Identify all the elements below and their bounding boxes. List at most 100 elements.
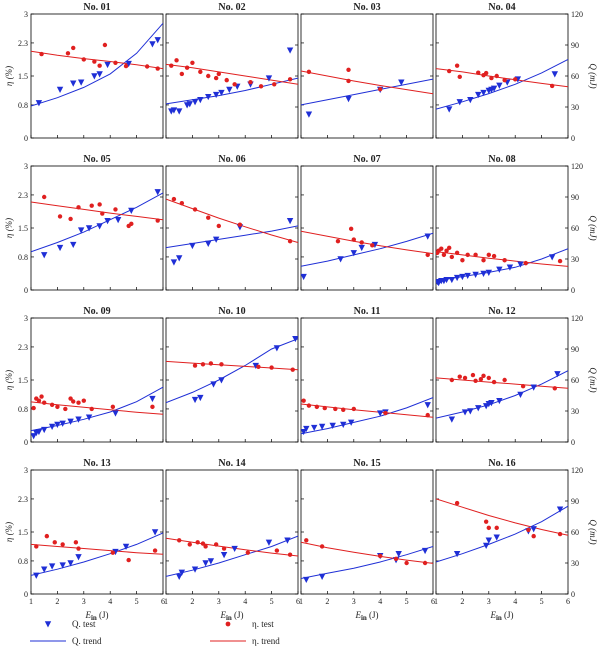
eta-test-point: [208, 361, 214, 366]
q-test-point: [128, 207, 135, 214]
eta-test-point: [195, 540, 200, 545]
q-test-point: [377, 410, 384, 417]
eta-test-point: [89, 203, 94, 208]
q-test-point: [114, 217, 122, 224]
eta-test-point: [71, 45, 76, 51]
q-trend-line: [166, 225, 298, 249]
eta-trend-line: [31, 543, 163, 555]
y-axis-label-left: η (%): [4, 370, 14, 390]
q-test-point: [286, 218, 294, 225]
eta-trend-line: [436, 68, 568, 88]
eta-test-point: [272, 82, 277, 87]
q-trend-line: [31, 192, 163, 253]
y-tick-label-right: 120: [571, 466, 583, 475]
y-tick-label-right: 30: [571, 103, 579, 112]
eta-test-point: [460, 258, 465, 263]
x-axis-label-subscript: in: [496, 614, 502, 622]
y-axis-label-right: Q (mJ): [588, 367, 598, 392]
eta-test-point: [439, 246, 444, 251]
y-tick-label-right: 90: [571, 193, 579, 202]
y-tick-label-right: 60: [571, 224, 579, 233]
q-test-point: [191, 566, 199, 573]
q-test-point: [424, 402, 431, 409]
eta-test-point: [150, 404, 155, 410]
chart-panel-12: No. 12 0 30 60 90 120 Q (mJ): [435, 306, 598, 447]
eta-test-point: [44, 533, 50, 539]
x-axis-label: Ein (J): [84, 610, 108, 622]
y-tick-label-left: 3: [24, 466, 28, 475]
q-test-point: [202, 560, 209, 567]
q-test-point: [191, 396, 199, 404]
eta-test-point: [454, 500, 460, 506]
plot-frame: [30, 469, 164, 595]
eta-test-point: [36, 398, 42, 403]
eta-test-point: [187, 542, 192, 547]
y-tick-label-right: 0: [571, 286, 575, 295]
q-test-point: [467, 97, 474, 104]
plot-area: [436, 245, 568, 287]
eta-test-point: [192, 363, 198, 368]
eta-test-point: [113, 60, 118, 65]
plot-area: [166, 196, 298, 266]
eta-test-point: [39, 394, 44, 399]
x-tick-label: 3: [82, 597, 86, 606]
q-test-point: [303, 425, 310, 433]
x-tick-label: 4: [513, 597, 517, 606]
legend-label: Q. trend: [72, 636, 102, 646]
eta-test-point: [42, 400, 47, 405]
q-test-point: [548, 254, 556, 261]
q-test-point: [151, 529, 159, 536]
q-test-point: [265, 539, 273, 546]
legend-label: η. test: [252, 619, 274, 629]
chart-panel-13: No. 13 1 2 3 4 5 6 0 0.8 1.5 2.3 3 η (%) Ein (J): [4, 458, 165, 622]
eta-test-point: [216, 223, 221, 229]
eta-test-point: [245, 550, 251, 555]
q-test-point: [303, 576, 310, 584]
q-test-point: [488, 400, 495, 407]
q-test-point: [424, 233, 431, 240]
q-test-point: [530, 526, 537, 533]
q-test-point: [329, 422, 336, 429]
panel-title: No. 05: [83, 154, 110, 165]
eta-test-point: [552, 386, 557, 391]
eta-test-point: [97, 202, 102, 207]
q-test-point: [85, 225, 93, 232]
eta-test-point: [304, 538, 309, 543]
panel-title: No. 02: [218, 2, 245, 13]
eta-test-point: [49, 402, 55, 407]
q-test-point: [421, 547, 429, 555]
eta-test-point: [100, 211, 105, 216]
q-trend-line: [31, 22, 163, 107]
eta-test-point: [206, 73, 211, 79]
q-test-point: [318, 423, 326, 431]
q-test-point: [292, 335, 298, 343]
eta-test-point: [319, 544, 325, 549]
eta-test-point: [123, 63, 129, 69]
eta-test-point: [346, 67, 351, 73]
eta-test-point: [287, 552, 293, 557]
eta-test-point: [216, 71, 221, 77]
q-test-point: [191, 99, 199, 106]
eta-test-point: [190, 60, 195, 65]
x-tick-label: 6: [161, 597, 165, 606]
q-test-point: [210, 381, 217, 388]
x-tick-label: 6: [296, 597, 300, 606]
q-test-point: [59, 420, 66, 427]
q-test-point: [265, 75, 273, 82]
y-tick-label-right: 90: [571, 41, 579, 50]
x-axis-label-unit: (J): [502, 610, 514, 620]
eta-test-point: [144, 64, 150, 69]
legend-label: η. trend: [252, 636, 280, 646]
q-test-point: [35, 428, 43, 436]
eta-test-point: [481, 258, 486, 263]
eta-test-point: [449, 377, 455, 383]
eta-test-point: [89, 406, 94, 412]
eta-trend-line: [301, 230, 433, 255]
q-trend-line: [301, 546, 433, 579]
panel-title: No. 11: [354, 306, 381, 317]
eta-trend-line: [31, 201, 163, 221]
eta-test-point: [237, 222, 243, 227]
eta-test-point: [76, 546, 81, 551]
eta-test-point: [76, 400, 81, 405]
